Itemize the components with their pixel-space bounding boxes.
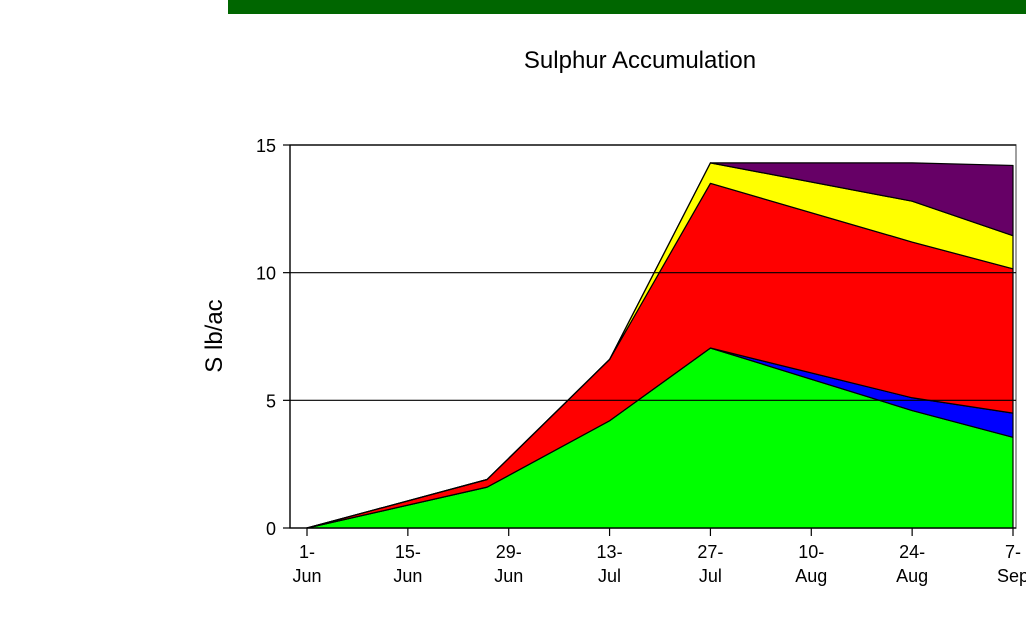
header-banner [228,0,1026,14]
y-tick-label: 0 [266,519,276,539]
x-tick-label: 15-Jun [393,542,423,586]
x-tick-label: 27-Jul [697,542,724,586]
y-tick-label: 10 [256,264,276,284]
x-tick-label: 7-Sep [996,542,1026,586]
x-tick-label: 1-Jun [292,542,322,586]
y-axis-label: S lb/ac [201,299,228,372]
y-tick-label: 15 [256,136,276,156]
y-tick-label: 5 [266,391,276,411]
x-tick-label: 10-Aug [795,542,828,586]
area [306,162,1014,529]
x-tick-label: 24-Aug [896,542,929,586]
chart-title: Sulphur Accumulation [524,47,756,74]
x-tick-label: 13-Jul [596,542,623,586]
x-tick-label: 29-Jun [494,542,524,586]
